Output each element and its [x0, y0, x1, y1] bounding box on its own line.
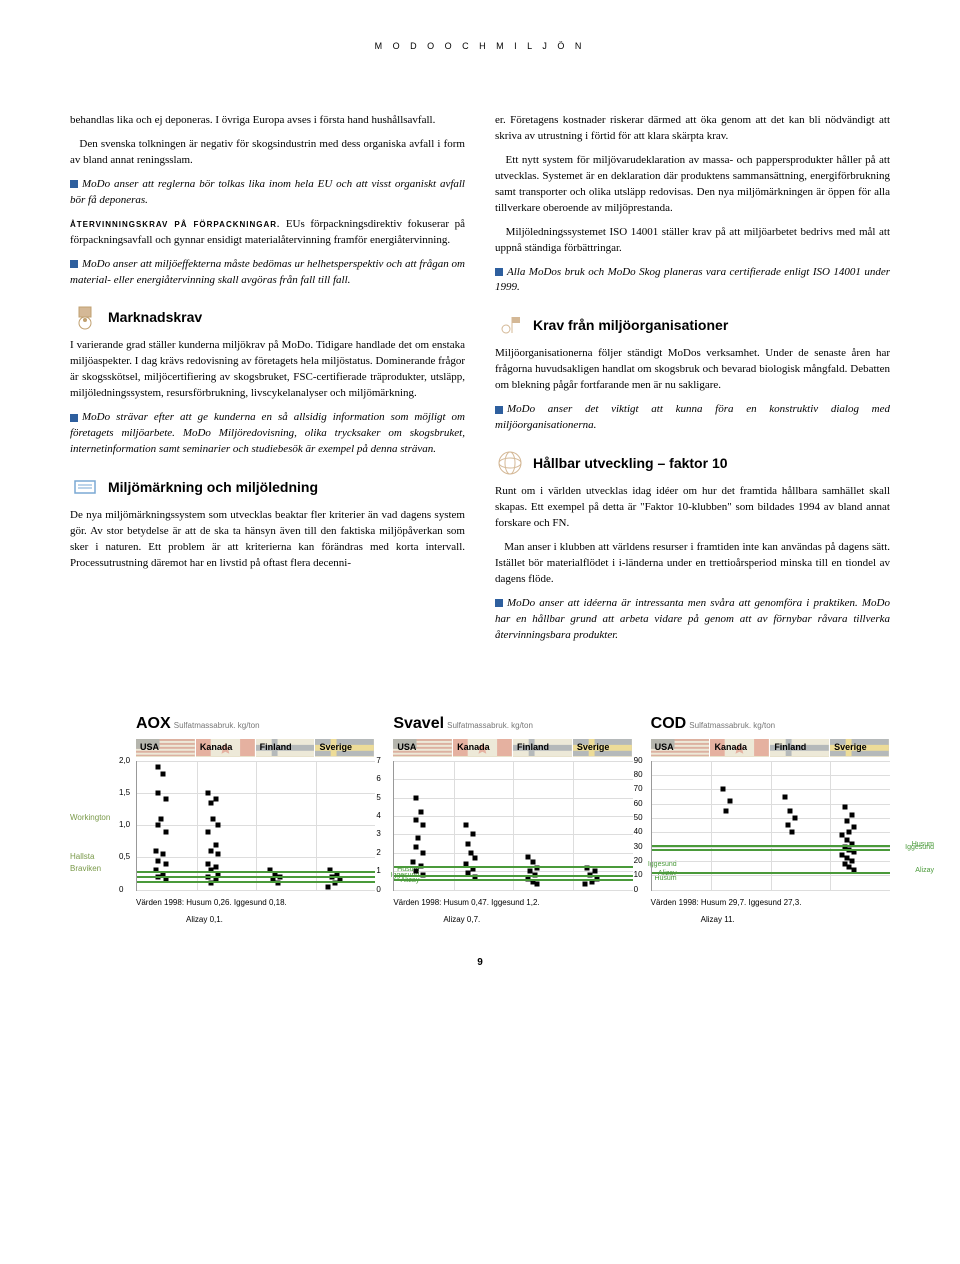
heading: Miljömärkning och miljöledning	[108, 479, 318, 495]
heading: Hållbar utveckling – faktor 10	[533, 453, 728, 473]
person-icon	[70, 302, 100, 332]
section-krav: Krav från miljöorganisationer	[495, 310, 890, 340]
para-italic: MoDo anser att reglerna bör tolkas lika …	[70, 177, 465, 209]
page-number: 9	[70, 956, 890, 971]
chart-cod: COD Sulfatmassabruk. kg/tonUSAKanadaFinl…	[651, 712, 890, 926]
chart-aox: AOX Sulfatmassabruk. kg/tonUSAKanadaFinl…	[136, 712, 375, 926]
para: De nya miljömärkningssystem som utveckla…	[70, 508, 465, 572]
right-column: er. Företagens kostnader riskerar därmed…	[495, 113, 890, 652]
para: ÅTERVINNINGSKRAV PÅ FÖRPACKNINGAR. EUs f…	[70, 217, 465, 249]
para-italic: MoDo strävar efter att ge kunderna en så…	[70, 410, 465, 458]
label-icon	[70, 472, 100, 502]
para-italic: MoDo anser det viktigt att kunna föra en…	[495, 402, 890, 434]
chart-svavel: Svavel Sulfatmassabruk. kg/tonUSAKanadaF…	[393, 712, 632, 926]
text-columns: behandlas lika och ej deponeras. I övrig…	[70, 113, 890, 652]
para-italic: Alla MoDos bruk och MoDo Skog planeras v…	[495, 265, 890, 297]
para: Man anser i klubben att världens resurse…	[495, 540, 890, 588]
para: er. Företagens kostnader riskerar därmed…	[495, 113, 890, 145]
charts-row: Workington Hallsta Braviken AOX Sulfatma…	[70, 712, 890, 926]
flag-person-icon	[495, 310, 525, 340]
heading: Marknadskrav	[108, 307, 202, 327]
section-marknadskrav: Marknadskrav	[70, 302, 465, 332]
page-header: M O D O O C H M I L J Ö N	[70, 40, 890, 53]
heading: Krav från miljöorganisationer	[533, 315, 728, 335]
globe-icon	[495, 448, 525, 478]
para: Miljöledningssystemet ISO 14001 ställer …	[495, 225, 890, 257]
para-italic: MoDo anser att idéerna är intressanta me…	[495, 596, 890, 644]
left-green-labels: Workington Hallsta Braviken	[70, 712, 118, 875]
para: Ett nytt system för miljövarudeklaration…	[495, 153, 890, 217]
section-miljomarkning: Miljömärkning och miljöledning	[70, 472, 465, 502]
para: Runt om i världen utvecklas idag idéer o…	[495, 484, 890, 532]
para: I varierande grad ställer kunderna miljö…	[70, 338, 465, 402]
para: Den svenska tolkningen är negativ för sk…	[70, 137, 465, 169]
para: behandlas lika och ej deponeras. I övrig…	[70, 113, 465, 129]
para-italic: MoDo anser att miljöeffekterna måste bed…	[70, 257, 465, 289]
para: Miljöorganisationerna följer ständigt Mo…	[495, 346, 890, 394]
left-column: behandlas lika och ej deponeras. I övrig…	[70, 113, 465, 652]
section-hallbar: Hållbar utveckling – faktor 10	[495, 448, 890, 478]
